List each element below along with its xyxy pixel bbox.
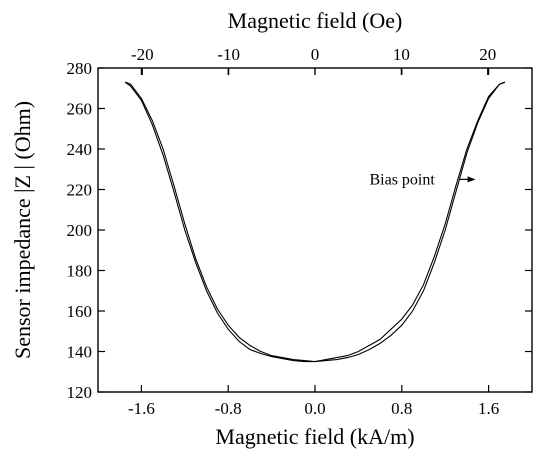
x-tick-label: 0.0	[304, 399, 325, 418]
y-tick-label: 160	[67, 302, 93, 321]
annotation-arrow-head	[467, 176, 476, 183]
x-axis-title: Magnetic field (kA/m)	[215, 424, 414, 449]
annotation-label: Bias point	[369, 171, 435, 188]
x-tick-label: 1.6	[478, 399, 499, 418]
y-tick-label: 200	[67, 221, 93, 240]
y-tick-label: 120	[67, 383, 93, 402]
y-tick-label: 180	[67, 262, 93, 281]
x-tick-label: -0.8	[215, 399, 242, 418]
y-tick-label: 280	[67, 59, 93, 78]
x2-tick-label: 10	[393, 45, 410, 64]
axes	[97, 67, 533, 393]
y-tick-label: 140	[67, 343, 93, 362]
x-tick-label: 0.8	[391, 399, 412, 418]
y-tick-label: 220	[67, 181, 93, 200]
series-line-2	[124, 81, 506, 363]
x-tick-label: -1.6	[128, 399, 155, 418]
x2-tick-label: -20	[131, 45, 154, 64]
ticks: -1.6 -0.8 0.0 0.8 1.6 -20 -10 0 10 20 120 140 160 180…	[67, 45, 532, 418]
y-tick-label: 240	[67, 140, 93, 159]
plot-frame	[97, 67, 533, 393]
x2-tick-label: 0	[311, 45, 320, 64]
x2-tick-label: -10	[217, 45, 240, 64]
y-axis-title: Sensor impedance |Z | (Ohm)	[10, 101, 35, 359]
annotations: Bias point	[369, 171, 476, 188]
curves	[124, 81, 506, 363]
y-tick-label: 260	[67, 100, 93, 119]
top-x-axis-title: Magnetic field (Oe)	[228, 8, 403, 33]
x2-tick-label: 20	[479, 45, 496, 64]
